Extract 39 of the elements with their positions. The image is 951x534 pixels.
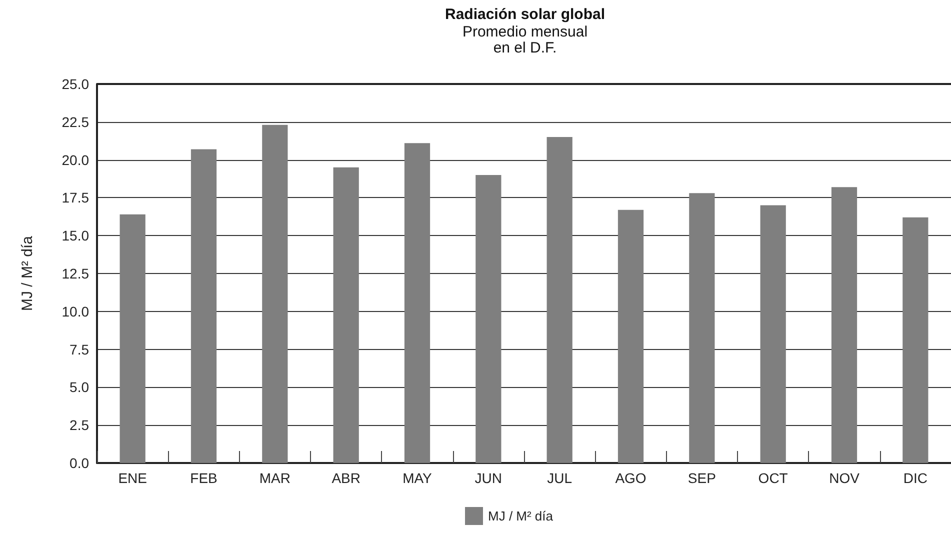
- x-tick-label: OCT: [758, 470, 788, 486]
- x-tick-label: SEP: [688, 470, 716, 486]
- y-axis-title: MJ / M² día: [19, 235, 36, 312]
- x-tick-label: MAY: [402, 470, 433, 486]
- bar: [760, 205, 786, 463]
- bar: [404, 143, 430, 463]
- x-tick-label: ENE: [118, 470, 147, 486]
- x-tick-label: JUN: [474, 470, 502, 486]
- bar: [618, 210, 644, 463]
- x-tick-label: MAR: [259, 470, 290, 486]
- x-tick-label: JUL: [547, 470, 572, 486]
- y-tick-label: 0.0: [70, 455, 90, 471]
- bar: [831, 187, 858, 463]
- legend-label: MJ / M² día: [488, 508, 554, 524]
- y-tick-label: 25.0: [62, 76, 90, 92]
- bar: [476, 174, 502, 463]
- bar: [262, 124, 288, 463]
- bar: [190, 149, 217, 463]
- y-tick-label: 12.5: [62, 266, 90, 282]
- x-tick-label: NOV: [829, 470, 860, 486]
- y-tick-label: 15.0: [62, 228, 90, 244]
- bar: [689, 193, 715, 463]
- x-tick-label: AGO: [615, 470, 646, 486]
- chart-subtitle: Promedio mensual en el D.F.: [462, 24, 588, 56]
- y-tick-label: 22.5: [62, 114, 90, 130]
- y-tick-label: 17.5: [62, 190, 90, 206]
- y-tick-label: 5.0: [70, 379, 90, 396]
- y-tick-label: 2.5: [70, 417, 90, 434]
- bar: [546, 137, 572, 463]
- chart-title: Radiación solar global: [444, 6, 606, 23]
- x-tick-label: FEB: [190, 470, 218, 486]
- y-tick-label: 20.0: [62, 152, 90, 168]
- y-tick-label: 7.5: [70, 341, 90, 358]
- x-tick-label: DIC: [903, 470, 928, 486]
- bar: [120, 214, 146, 463]
- bar: [902, 217, 928, 463]
- bar: [333, 167, 359, 463]
- y-tick-label: 10.0: [62, 303, 90, 320]
- x-tick-label: ABR: [332, 470, 360, 486]
